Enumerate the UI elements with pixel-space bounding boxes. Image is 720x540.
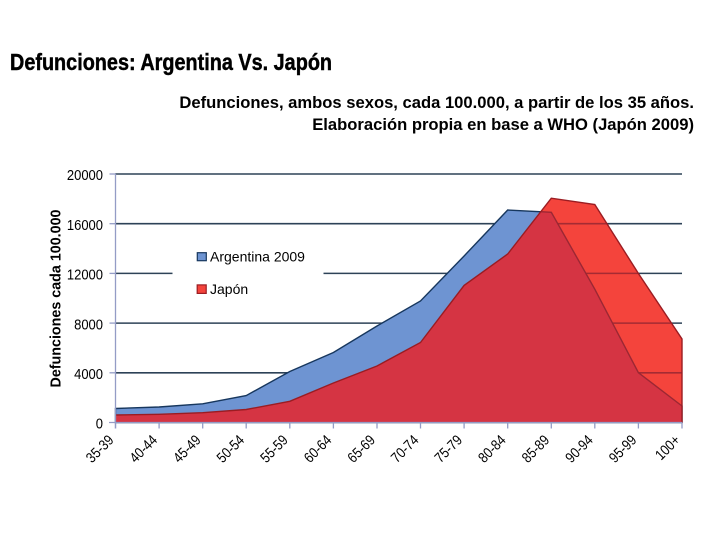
svg-text:90-94: 90-94 bbox=[562, 432, 596, 466]
svg-text:45-49: 45-49 bbox=[170, 432, 204, 466]
svg-text:0: 0 bbox=[96, 415, 103, 432]
svg-text:95-99: 95-99 bbox=[606, 432, 640, 466]
svg-text:55-59: 55-59 bbox=[257, 432, 291, 466]
svg-text:75-79: 75-79 bbox=[431, 432, 465, 466]
svg-text:50-54: 50-54 bbox=[214, 432, 248, 466]
svg-text:65-69: 65-69 bbox=[344, 432, 378, 466]
svg-text:60-64: 60-64 bbox=[301, 432, 335, 466]
svg-text:Japón: Japón bbox=[210, 281, 248, 297]
svg-text:80-84: 80-84 bbox=[475, 432, 509, 466]
svg-text:8000: 8000 bbox=[74, 315, 103, 332]
svg-text:Defunciones cada 100.000: Defunciones cada 100.000 bbox=[49, 209, 65, 387]
svg-text:Argentina 2009: Argentina 2009 bbox=[210, 249, 305, 265]
svg-text:12000: 12000 bbox=[67, 266, 103, 283]
svg-text:20000: 20000 bbox=[67, 166, 103, 183]
svg-text:35-39: 35-39 bbox=[83, 432, 117, 466]
svg-text:100+: 100+ bbox=[652, 432, 683, 463]
svg-text:70-74: 70-74 bbox=[388, 432, 422, 466]
svg-text:16000: 16000 bbox=[67, 216, 103, 233]
svg-text:4000: 4000 bbox=[74, 365, 103, 382]
svg-text:85-89: 85-89 bbox=[519, 432, 553, 466]
svg-text:40-44: 40-44 bbox=[126, 432, 160, 466]
